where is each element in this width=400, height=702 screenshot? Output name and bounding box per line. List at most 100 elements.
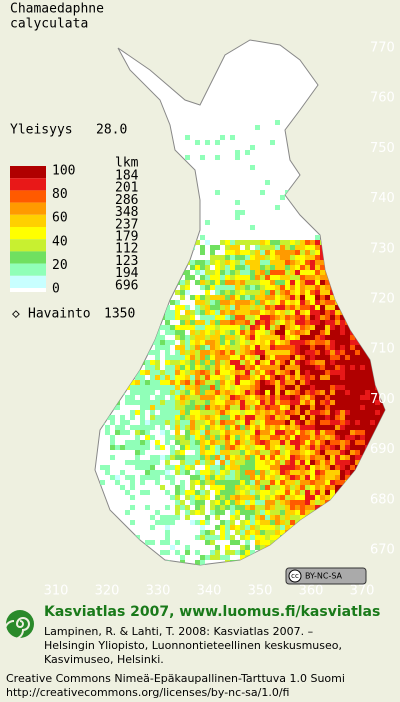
- grid-cell: [205, 355, 210, 360]
- grid-cell: [240, 310, 245, 315]
- grid-cell: [310, 455, 315, 460]
- grid-cell: [330, 360, 335, 365]
- grid-cell: [370, 375, 375, 380]
- grid-cell: [200, 555, 205, 560]
- grid-cell: [245, 430, 250, 435]
- grid-cell: [120, 370, 125, 375]
- grid-cell: [145, 445, 150, 450]
- grid-cell: [345, 470, 350, 475]
- grid-cell: [205, 380, 210, 385]
- grid-cell: [245, 410, 250, 415]
- grid-cell: [285, 375, 290, 380]
- grid-cell: [140, 410, 145, 415]
- grid-cell: [225, 285, 230, 290]
- grid-cell: [120, 360, 125, 365]
- grid-cell: [250, 385, 255, 390]
- grid-cell: [220, 460, 225, 465]
- grid-cell: [340, 480, 345, 485]
- grid-cell: [225, 500, 230, 505]
- grid-cell: [290, 435, 295, 440]
- grid-cell: [230, 460, 235, 465]
- grid-cell: [235, 340, 240, 345]
- grid-cell: [225, 335, 230, 340]
- grid-cell: [260, 405, 265, 410]
- grid-cell: [215, 510, 220, 515]
- grid-cell: [250, 260, 255, 265]
- grid-cell: [175, 375, 180, 380]
- grid-cell: [335, 305, 340, 310]
- grid-cell: [260, 530, 265, 535]
- grid-cell: [215, 485, 220, 490]
- grid-cell: [275, 120, 280, 125]
- grid-cell: [155, 340, 160, 345]
- grid-cell: [300, 285, 305, 290]
- grid-cell: [165, 530, 170, 535]
- grid-cell: [340, 385, 345, 390]
- grid-cell: [320, 300, 325, 305]
- grid-cell: [275, 270, 280, 275]
- grid-cell: [375, 510, 380, 515]
- grid-cell: [230, 345, 235, 350]
- grid-cell: [270, 365, 275, 370]
- grid-cell: [280, 330, 285, 335]
- grid-cell: [370, 535, 375, 540]
- grid-cell: [325, 425, 330, 430]
- grid-cell: [200, 440, 205, 445]
- grid-cell: [250, 360, 255, 365]
- grid-cell: [230, 435, 235, 440]
- grid-cell: [310, 265, 315, 270]
- grid-cell: [215, 470, 220, 475]
- grid-cell: [340, 400, 345, 405]
- grid-cell: [360, 290, 365, 295]
- grid-cell: [245, 440, 250, 445]
- grid-cell: [225, 245, 230, 250]
- grid-cell: [335, 410, 340, 415]
- grid-cell: [275, 250, 280, 255]
- grid-cell: [210, 320, 215, 325]
- grid-cell: [225, 365, 230, 370]
- grid-cell: [185, 375, 190, 380]
- grid-cell: [280, 320, 285, 325]
- grid-cell: [165, 390, 170, 395]
- grid-cell: [325, 275, 330, 280]
- grid-cell: [230, 355, 235, 360]
- grid-cell: [275, 555, 280, 560]
- grid-cell: [190, 390, 195, 395]
- grid-cell: [135, 385, 140, 390]
- grid-cell: [250, 240, 255, 245]
- grid-cell: [220, 455, 225, 460]
- grid-cell: [280, 465, 285, 470]
- grid-cell: [205, 260, 210, 265]
- grid-cell: [385, 420, 390, 425]
- legend-swatch: [10, 288, 46, 292]
- grid-cell: [275, 265, 280, 270]
- grid-cell: [125, 400, 130, 405]
- grid-cell: [120, 430, 125, 435]
- grid-cell: [270, 485, 275, 490]
- grid-cell: [290, 340, 295, 345]
- grid-cell: [305, 245, 310, 250]
- grid-cell: [260, 515, 265, 520]
- grid-cell: [180, 390, 185, 395]
- grid-cell: [220, 365, 225, 370]
- grid-cell: [360, 380, 365, 385]
- grid-cell: [210, 365, 215, 370]
- grid-cell: [345, 400, 350, 405]
- grid-cell: [375, 270, 380, 275]
- grid-cell: [155, 480, 160, 485]
- grid-cell: [335, 375, 340, 380]
- grid-cell: [350, 395, 355, 400]
- grid-cell: [250, 475, 255, 480]
- grid-cell: [295, 305, 300, 310]
- grid-cell: [235, 400, 240, 405]
- grid-cell: [175, 435, 180, 440]
- grid-cell: [245, 520, 250, 525]
- grid-cell: [145, 540, 150, 545]
- grid-cell: [245, 485, 250, 490]
- grid-cell: [230, 540, 235, 545]
- grid-cell: [305, 455, 310, 460]
- grid-cell: [150, 475, 155, 480]
- grid-cell: [345, 240, 350, 245]
- grid-cell: [355, 250, 360, 255]
- grid-cell: [340, 285, 345, 290]
